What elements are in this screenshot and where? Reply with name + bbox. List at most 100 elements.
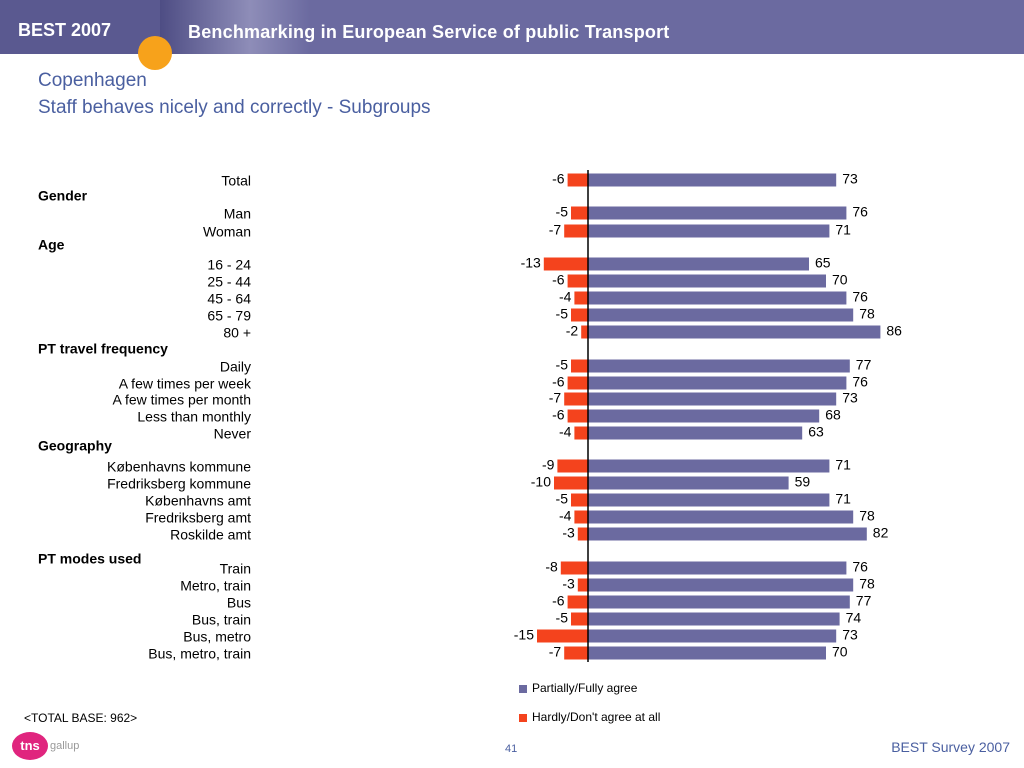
- agree-value-label: 77: [856, 357, 872, 373]
- disagree-value-label: -6: [552, 407, 565, 423]
- agree-value-label: 73: [842, 627, 858, 643]
- row-label: 25 - 44: [207, 274, 251, 290]
- disagree-bar: [567, 595, 588, 609]
- agree-value-label: 74: [846, 610, 862, 626]
- disagree-value-label: -10: [531, 474, 551, 490]
- legend-agree: Partially/Fully agree: [519, 681, 637, 695]
- disagree-bar: [564, 646, 588, 660]
- legend-disagree: Hardly/Don't agree at all: [519, 710, 660, 724]
- disagree-bar: [564, 392, 588, 406]
- legend-disagree-label: Hardly/Don't agree at all: [532, 710, 661, 724]
- disagree-value-label: -3: [562, 525, 575, 541]
- disagree-value-label: -9: [542, 457, 555, 473]
- page-number: 41: [505, 743, 518, 755]
- agree-bar: [588, 510, 854, 524]
- row-label: Bus: [227, 595, 251, 611]
- agree-value-label: 82: [873, 525, 889, 541]
- agree-value-label: 76: [852, 374, 868, 390]
- row-label: Bus, metro, train: [148, 646, 251, 662]
- disagree-bar: [571, 308, 588, 322]
- agree-bar: [588, 409, 820, 423]
- disagree-value-label: -8: [545, 559, 558, 575]
- disagree-value-label: -6: [552, 272, 565, 288]
- disagree-value-label: -5: [556, 204, 569, 220]
- row-label: Metro, train: [180, 578, 251, 594]
- row-label: Fredriksberg kommune: [107, 476, 251, 492]
- row-label: Woman: [203, 224, 251, 240]
- disagree-bar: [577, 578, 588, 592]
- agree-value-label: 71: [835, 222, 851, 238]
- row-label: Train: [220, 561, 251, 577]
- row-label: Daily: [220, 359, 251, 375]
- agree-bar: [588, 308, 854, 322]
- agree-bar: [588, 392, 837, 406]
- row-label: 80 +: [223, 325, 251, 341]
- agree-bar: [588, 595, 850, 609]
- disagree-bar: [543, 257, 588, 271]
- row-label: Fredriksberg amt: [145, 510, 251, 526]
- row-label: A few times per month: [112, 392, 251, 408]
- disagree-bar: [581, 325, 588, 339]
- disagree-value-label: -5: [556, 306, 569, 322]
- disagree-value-label: -7: [549, 390, 562, 406]
- agree-bar: [588, 493, 830, 507]
- group-heading: Age: [38, 237, 65, 253]
- disagree-value-label: -3: [562, 576, 575, 592]
- disagree-bar: [577, 527, 588, 541]
- disagree-value-label: -5: [556, 610, 569, 626]
- disagree-bar: [560, 561, 588, 575]
- agree-value-label: 78: [859, 306, 875, 322]
- row-label: Never: [214, 426, 252, 442]
- footer-survey-name: BEST Survey 2007: [891, 739, 1010, 755]
- agree-value-label: 76: [852, 289, 868, 305]
- disagree-bar: [567, 274, 588, 288]
- disagree-value-label: -6: [552, 171, 565, 187]
- disagree-bar: [554, 476, 588, 490]
- disagree-value-label: -6: [552, 374, 565, 390]
- gallup-logo-text: gallup: [50, 740, 80, 752]
- disagree-bar: [567, 376, 588, 390]
- disagree-value-label: -5: [556, 491, 569, 507]
- group-heading: PT modes used: [38, 551, 141, 567]
- banner-left-block: [0, 0, 160, 54]
- header-banner: BEST 2007 Benchmarking in European Servi…: [0, 0, 1024, 54]
- agree-value-label: 86: [886, 323, 902, 339]
- agree-value-label: 73: [842, 390, 858, 406]
- disagree-value-label: -7: [549, 222, 562, 238]
- page-subtitle: Staff behaves nicely and correctly - Sub…: [38, 97, 431, 118]
- legend-agree-label: Partially/Fully agree: [532, 681, 638, 695]
- agree-value-label: 76: [852, 559, 868, 575]
- disagree-bar: [571, 493, 588, 507]
- disagree-value-label: -15: [514, 627, 534, 643]
- agree-value-label: 59: [795, 474, 811, 490]
- disagree-bar: [574, 291, 588, 305]
- agree-bar: [588, 274, 826, 288]
- agree-bar: [588, 173, 837, 187]
- row-label: 65 - 79: [207, 308, 251, 324]
- banner-photo: [160, 0, 310, 54]
- disagree-value-label: -2: [566, 323, 579, 339]
- banner-short-title: BEST 2007: [18, 20, 112, 40]
- legend-agree-swatch: [519, 684, 527, 693]
- agree-value-label: 71: [835, 457, 851, 473]
- row-label: Less than monthly: [137, 409, 251, 425]
- disagree-value-label: -4: [559, 424, 572, 440]
- disagree-value-label: -4: [559, 289, 572, 305]
- row-label: Københavns amt: [145, 493, 251, 509]
- disagree-bar: [567, 173, 588, 187]
- disagree-bar: [567, 409, 588, 423]
- agree-bar: [588, 476, 789, 490]
- row-label: Bus, metro: [183, 629, 251, 645]
- row-label: Roskilde amt: [170, 527, 251, 543]
- row-label: Københavns kommune: [107, 459, 251, 475]
- agree-bar: [588, 459, 830, 473]
- agree-value-label: 65: [815, 255, 831, 271]
- disagree-value-label: -4: [559, 508, 572, 524]
- agree-value-label: 78: [859, 508, 875, 524]
- agree-bar: [588, 426, 803, 440]
- agree-value-label: 73: [842, 171, 858, 187]
- row-label: 45 - 64: [207, 291, 251, 307]
- agree-bar: [588, 224, 830, 238]
- agree-bar: [588, 325, 881, 339]
- disagree-bar: [571, 612, 588, 626]
